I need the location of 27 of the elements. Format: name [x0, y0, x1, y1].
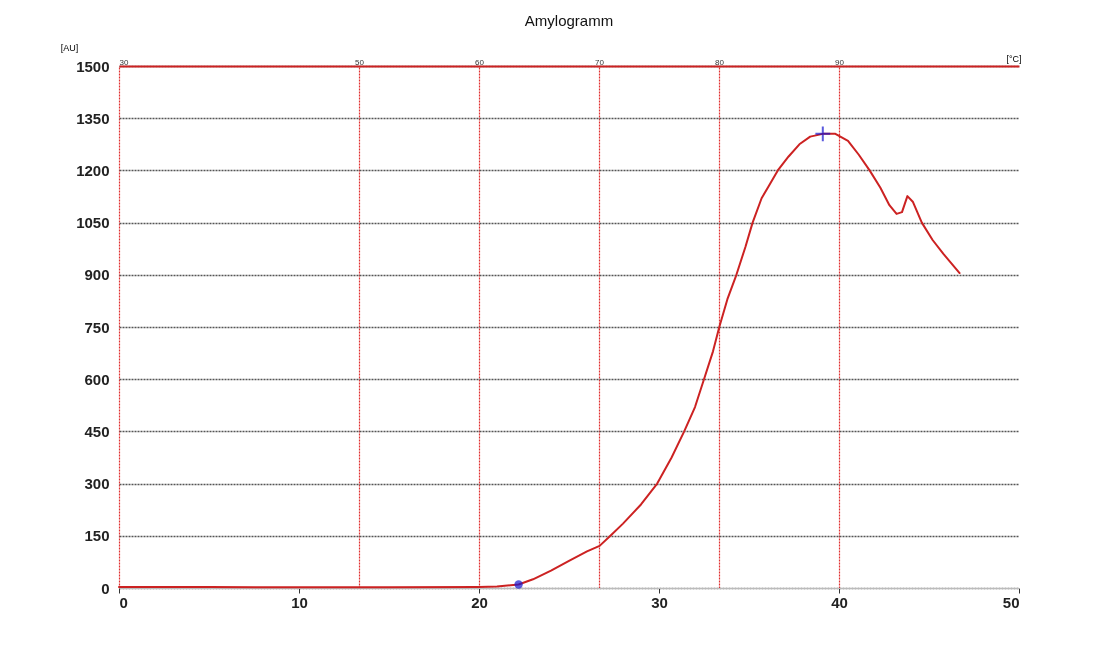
- y-tick-label: 1350: [76, 109, 110, 127]
- y-tick-label: 300: [84, 475, 110, 493]
- x-tick-label: 10: [291, 593, 308, 611]
- y-tick-label: 900: [84, 266, 110, 284]
- x-tick-label: 20: [471, 593, 488, 611]
- chart-title: Amylogramm: [524, 12, 614, 29]
- x2-tick-label: 60: [475, 57, 485, 67]
- y-tick-label: 1050: [76, 214, 110, 232]
- x-tick-label: 30: [651, 593, 668, 611]
- y-tick-label: 600: [84, 370, 110, 388]
- x2-tick-label: 30: [119, 57, 129, 67]
- y-axis-title: [AU]: [60, 42, 79, 53]
- x2-tick-label: 90: [835, 57, 845, 67]
- x-tick-label: 50: [1002, 593, 1020, 611]
- y-tick-label: 150: [84, 527, 110, 545]
- line-series: [118, 132, 961, 589]
- x2-tick-label: 80: [715, 57, 725, 67]
- y-tick-label: 0: [101, 579, 110, 597]
- y-tick-label: 1200: [76, 161, 110, 179]
- x-tick-label: 40: [831, 593, 848, 611]
- x-tick-label: 0: [119, 593, 128, 611]
- y-tick-label: 1500: [76, 57, 110, 75]
- x2-axis-title: [°C]: [1006, 53, 1022, 64]
- x2-tick-label: 50: [355, 57, 365, 67]
- y-tick-label: 750: [84, 318, 110, 336]
- y-tick-label: 450: [84, 422, 110, 440]
- x2-tick-label: 70: [595, 57, 605, 67]
